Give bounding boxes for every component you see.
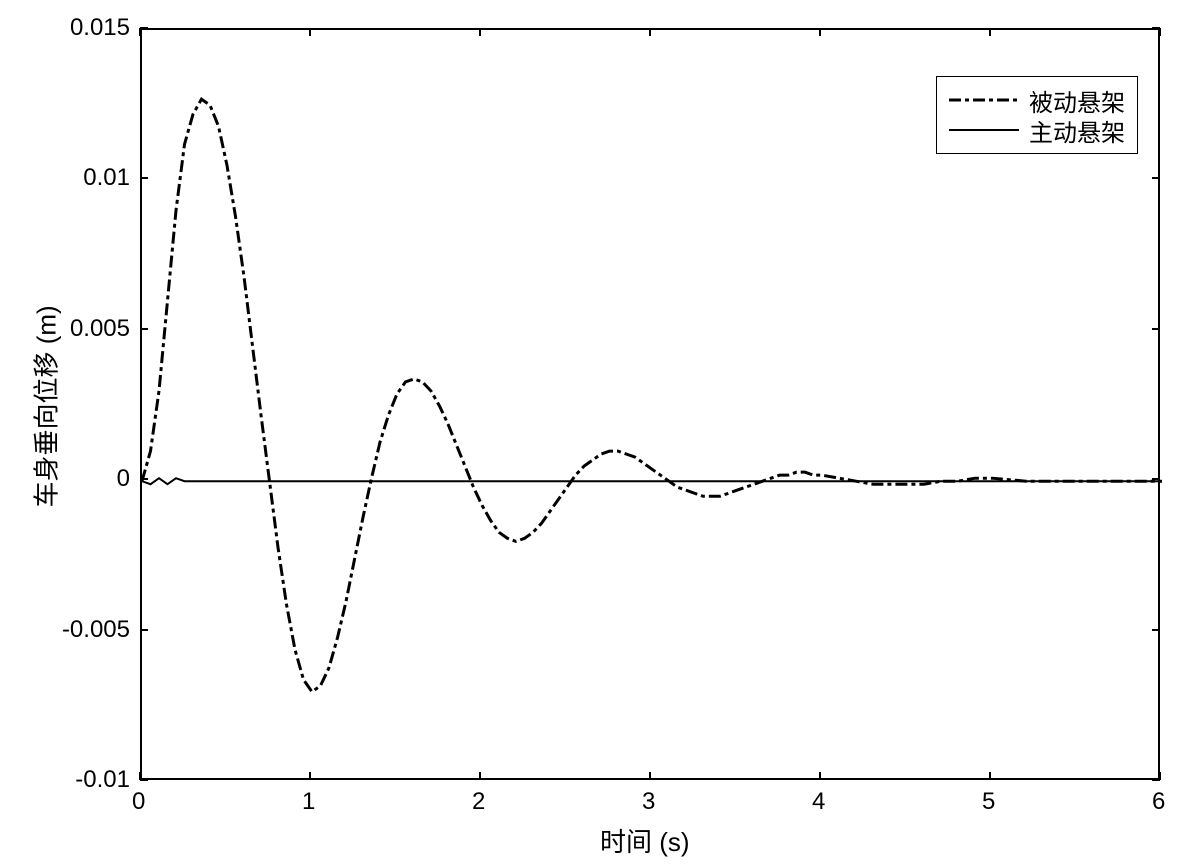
x-tick-label: 3 xyxy=(642,788,655,816)
chart-container: 车身垂向位移 (m) 时间 (s) 被动悬架主动悬架 0 1 2 3 4 5 6 -0.01 -… xyxy=(0,0,1193,865)
x-tick-mark xyxy=(139,28,141,36)
y-tick-mark xyxy=(1152,328,1160,330)
y-tick-label: 0.005 xyxy=(70,315,130,343)
y-tick-label: -0.005 xyxy=(62,616,130,644)
y-tick-mark xyxy=(140,328,148,330)
y-tick-mark xyxy=(1152,779,1160,781)
y-tick-label: 0 xyxy=(117,465,130,493)
x-tick-mark xyxy=(989,772,991,780)
x-tick-mark xyxy=(649,772,651,780)
x-tick-mark xyxy=(1159,28,1161,36)
y-tick-mark xyxy=(140,629,148,631)
x-tick-label: 1 xyxy=(302,788,315,816)
series-line xyxy=(142,99,1162,692)
x-tick-mark xyxy=(479,772,481,780)
y-tick-label: 0.01 xyxy=(83,164,130,192)
y-axis-label: 车身垂向位移 (m) xyxy=(27,308,64,508)
legend-line-sample xyxy=(949,120,1019,140)
x-tick-label: 5 xyxy=(982,788,995,816)
x-tick-mark xyxy=(309,28,311,36)
legend-text: 主动悬架 xyxy=(1029,113,1125,148)
x-tick-mark xyxy=(479,28,481,36)
legend-box: 被动悬架主动悬架 xyxy=(936,76,1138,154)
legend-row: 被动悬架 xyxy=(949,85,1125,115)
y-tick-mark xyxy=(1152,478,1160,480)
y-tick-mark xyxy=(140,779,148,781)
x-tick-label: 4 xyxy=(812,788,825,816)
x-axis-label: 时间 (s) xyxy=(600,822,690,859)
legend-row: 主动悬架 xyxy=(949,115,1125,145)
y-tick-mark xyxy=(140,478,148,480)
y-tick-mark xyxy=(140,177,148,179)
x-tick-mark xyxy=(309,772,311,780)
x-tick-label: 0 xyxy=(132,788,145,816)
x-tick-mark xyxy=(819,772,821,780)
y-tick-mark xyxy=(1152,629,1160,631)
x-tick-label: 2 xyxy=(472,788,485,816)
x-tick-mark xyxy=(819,28,821,36)
y-tick-mark xyxy=(1152,27,1160,29)
y-tick-mark xyxy=(140,27,148,29)
x-tick-mark xyxy=(989,28,991,36)
y-tick-label: -0.01 xyxy=(75,766,130,794)
x-tick-mark xyxy=(649,28,651,36)
legend-line-sample xyxy=(949,90,1019,110)
x-tick-label: 6 xyxy=(1152,788,1165,816)
y-tick-label: 0.015 xyxy=(70,14,130,42)
y-tick-mark xyxy=(1152,177,1160,179)
